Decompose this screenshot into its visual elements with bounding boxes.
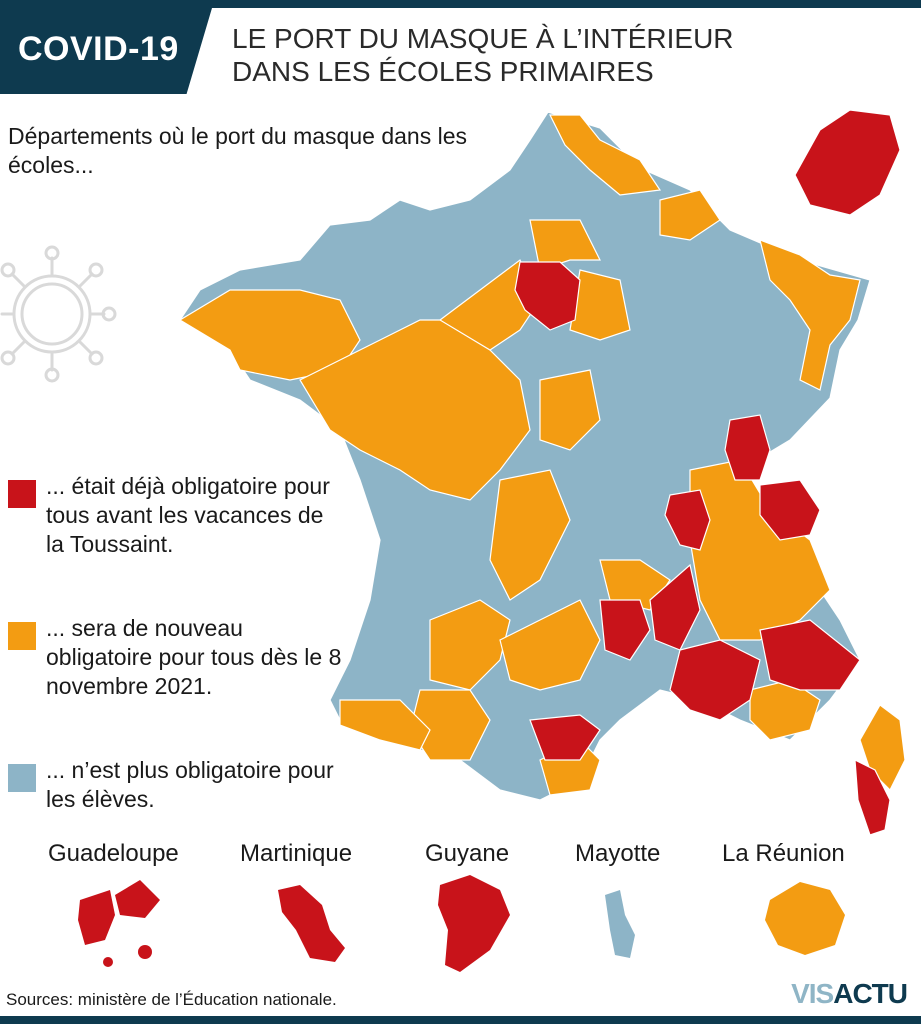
label-guadeloupe: Guadeloupe	[48, 840, 179, 867]
ile-de-france	[514, 261, 581, 331]
reunion-shape	[765, 882, 845, 955]
map-subtitle: Départements où le port du masque dans l…	[8, 123, 467, 178]
label-martinique: Martinique	[240, 840, 353, 867]
guyane-shape	[438, 875, 510, 972]
legend-item-blue: ... n’est plus obligatoire pour les élèv…	[8, 756, 346, 814]
legend-swatch-red	[8, 480, 36, 508]
guadeloupe-shape	[78, 880, 160, 967]
title-line-2: DANS LES ÉCOLES PRIMAIRES	[232, 56, 654, 87]
france-mainland-blue	[179, 111, 871, 801]
covid-badge: COVID-19	[0, 8, 212, 94]
label-guyane: Guyane	[425, 840, 510, 867]
virus-icon	[0, 245, 117, 383]
page-title: LE PORT DU MASQUE À L’INTÉRIEUR DANS LES…	[232, 22, 852, 88]
title-line-1: LE PORT DU MASQUE À L’INTÉRIEUR	[232, 23, 734, 54]
bottom-rule	[0, 1016, 921, 1024]
label-la-reunion: La Réunion	[722, 840, 845, 867]
red-departments	[514, 109, 901, 836]
legend-swatch-blue	[8, 764, 36, 792]
legend-item-red: ... était déjà obligatoire pour tous ava…	[8, 472, 346, 559]
legend-text-blue: ... n’est plus obligatoire pour les élèv…	[46, 757, 334, 812]
martinique-shape	[278, 885, 345, 962]
mayotte-shape	[605, 890, 635, 958]
label-mayotte: Mayotte	[575, 840, 661, 867]
visactu-logo: VISACTU	[791, 978, 908, 1009]
legend-swatch-orange	[8, 622, 36, 650]
legend-text-orange: ... sera de nouveau obligatoire pour tou…	[46, 615, 342, 699]
legend-item-orange: ... sera de nouveau obligatoire pour tou…	[8, 614, 346, 701]
paris-inset	[794, 109, 901, 216]
top-rule	[0, 0, 921, 8]
badge-label: COVID-19	[18, 30, 179, 68]
legend-text-red: ... était déjà obligatoire pour tous ava…	[46, 473, 330, 557]
source-note: Sources: ministère de l’Éducation nation…	[6, 990, 337, 1009]
orange-departments	[178, 114, 906, 796]
